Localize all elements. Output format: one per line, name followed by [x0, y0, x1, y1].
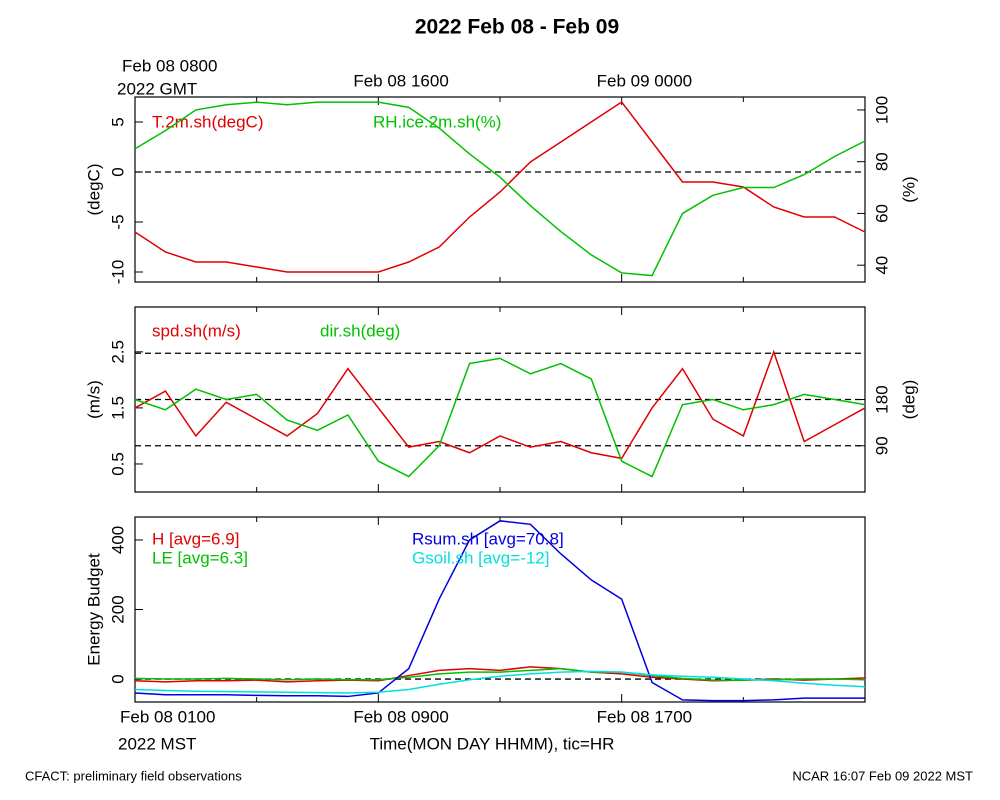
y2-axis-label: (%)	[899, 176, 918, 202]
y-tick-label: 5	[108, 117, 127, 126]
y2-tick-label: 60	[872, 204, 891, 223]
y2-tick-label: 80	[872, 152, 891, 171]
data-line	[134, 357, 866, 478]
data-line	[134, 667, 866, 681]
footer: CFACT: preliminary field observations	[25, 768, 242, 783]
x-tick-label: Feb 08 0900	[353, 707, 448, 726]
y-axis-label: Energy Budget	[84, 553, 103, 666]
series-label: RH.ice.2m.sh(%)	[373, 112, 501, 131]
y-tick-label: 0	[108, 167, 127, 176]
chart-title: 2022 Feb 08 - Feb 09	[415, 16, 619, 39]
y2-tick-label: 90	[872, 436, 891, 455]
y-tick-label: -5	[108, 214, 127, 229]
y2-tick-label: 180	[872, 385, 891, 413]
y-tick-label: 0.5	[108, 452, 127, 476]
x-axis-label: Time(MON DAY HHMM), tic=HR	[370, 734, 615, 753]
y-tick-label: 0	[108, 674, 127, 683]
y2-tick-label: 100	[872, 96, 891, 124]
series-label: Rsum.sh [avg=70.8]	[412, 529, 564, 548]
data-line	[134, 670, 866, 694]
y2-axis-label: (deg)	[899, 380, 918, 420]
y2-tick-label: 40	[872, 256, 891, 275]
data-line	[134, 349, 866, 460]
series-label: T.2m.sh(degC)	[152, 112, 263, 131]
y-tick-label: 2.5	[108, 340, 127, 364]
series-label: spd.sh(m/s)	[152, 321, 241, 340]
x-tick-label: Feb 08 0100	[120, 707, 215, 726]
y-axis-label: (degC)	[84, 164, 103, 216]
series-label: dir.sh(deg)	[320, 321, 400, 340]
series-label: Gsoil.sh [avg=-12]	[412, 548, 550, 567]
y-tick-label: 1.5	[108, 396, 127, 420]
y-axis-label: (m/s)	[84, 380, 103, 419]
y-tick-label: -10	[108, 260, 127, 285]
data-line	[134, 520, 865, 702]
data-line	[134, 101, 866, 277]
top-tick-label: Feb 08 1600	[353, 71, 448, 90]
top-tick-label: Feb 08 0800	[122, 56, 217, 75]
x-tick-label: Feb 08 1700	[597, 707, 692, 726]
footer: NCAR 16:07 Feb 09 2022 MST	[792, 768, 973, 783]
timezone-note: 2022 MST	[118, 734, 196, 753]
series-label: LE [avg=6.3]	[152, 548, 248, 567]
series-label: H [avg=6.9]	[152, 529, 239, 548]
y-tick-label: 200	[108, 595, 127, 623]
y-tick-label: 400	[108, 526, 127, 554]
timezone-note: 2022 GMT	[117, 79, 197, 98]
top-tick-label: Feb 09 0000	[597, 71, 692, 90]
